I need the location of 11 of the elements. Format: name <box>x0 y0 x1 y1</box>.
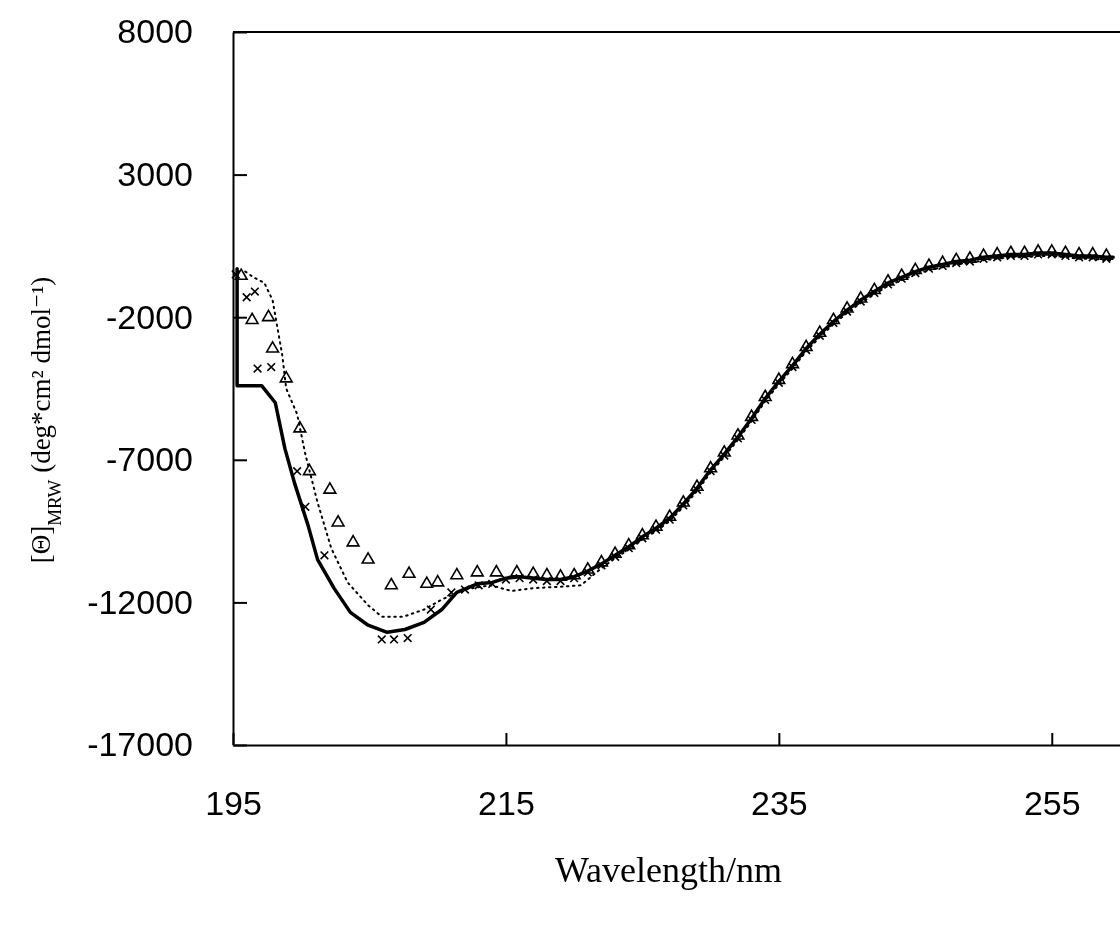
x-tick-label: 255 <box>1023 784 1081 823</box>
y-tick-label: 3000 <box>117 154 193 193</box>
y-tick-label: -17000 <box>87 725 193 764</box>
x-tick-label: 215 <box>478 784 535 823</box>
y-tick-label: -12000 <box>87 582 193 621</box>
y-tick-label: -7000 <box>106 440 193 479</box>
y-tick-label: -2000 <box>106 297 193 336</box>
x-axis-title: Wavelength/nm <box>554 850 783 890</box>
x-tick-label: 235 <box>750 784 808 823</box>
x-tick-label: 195 <box>205 784 262 823</box>
y-tick-label: 8000 <box>117 12 193 51</box>
